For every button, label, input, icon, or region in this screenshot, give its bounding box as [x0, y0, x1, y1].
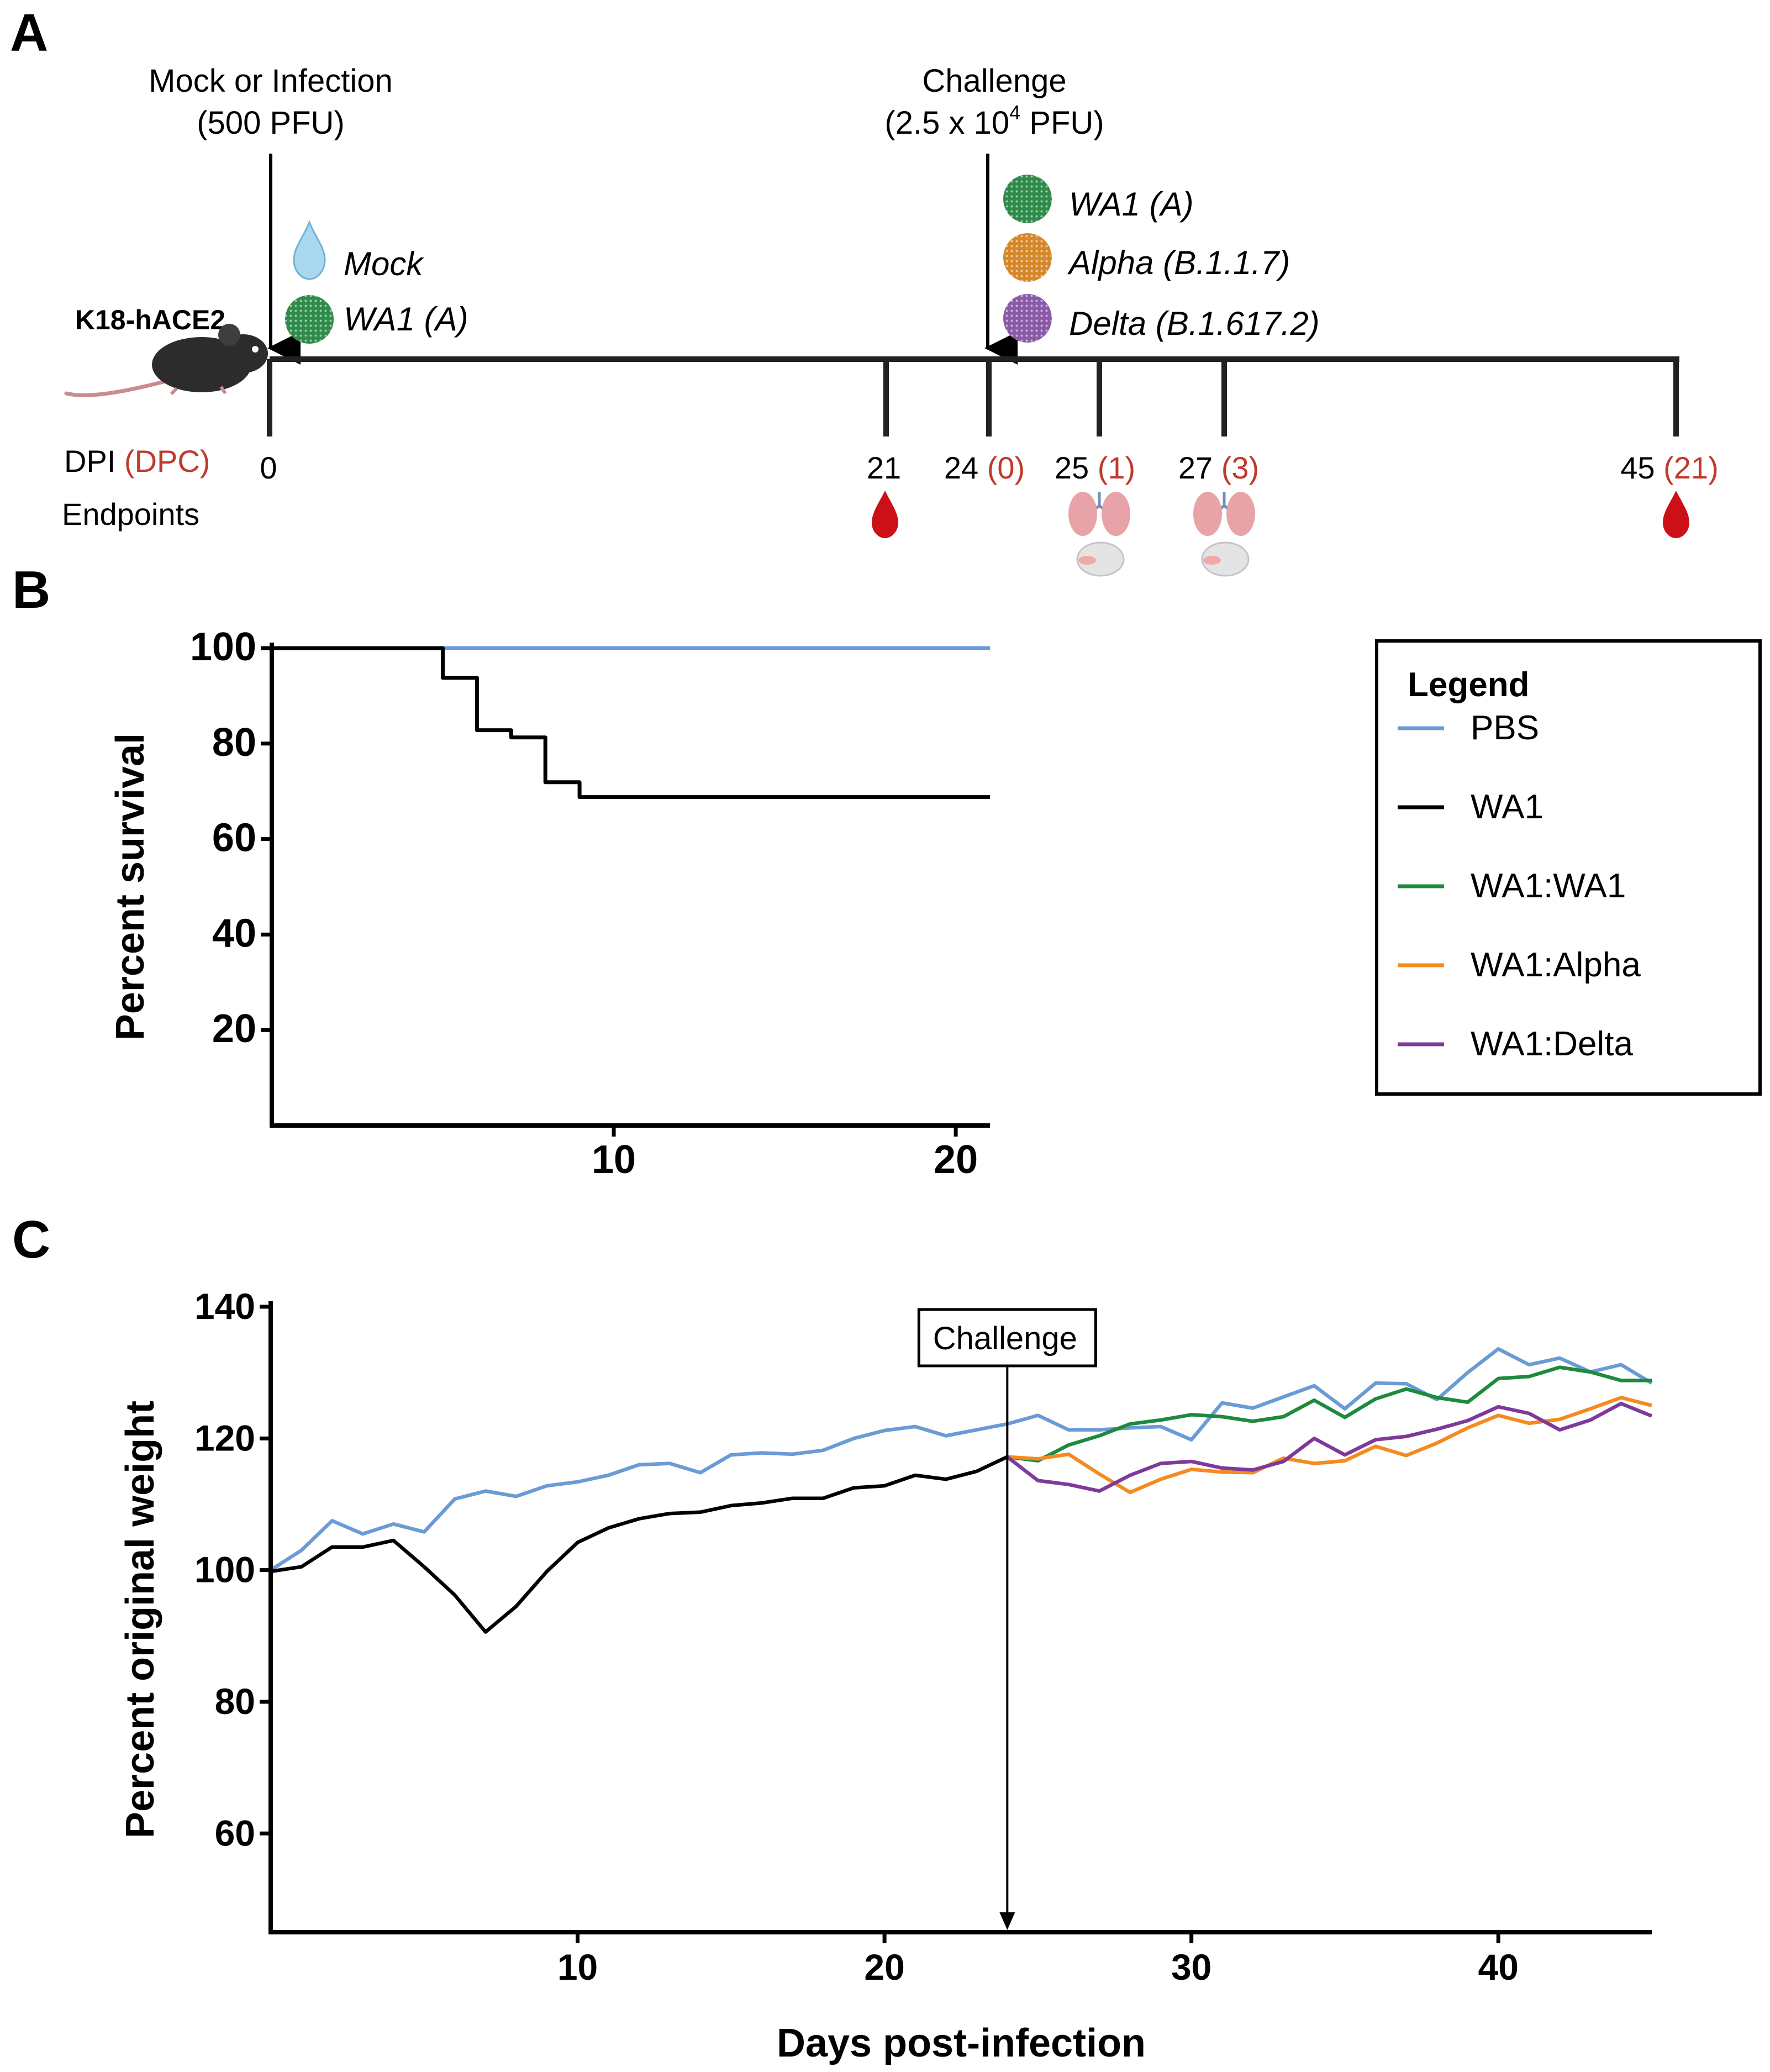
legend-item: WA1:WA1 — [1398, 867, 1626, 905]
mock-label: Mock — [344, 245, 424, 282]
x-tick-label: 20 — [934, 1138, 978, 1182]
tick-label-0: 0 — [260, 450, 277, 485]
tick-label-25: 25 (1) — [1055, 450, 1135, 485]
y-tick-label: 60 — [215, 1812, 255, 1853]
y-tick-label: 100 — [194, 1549, 255, 1590]
y-tick-label: 40 — [212, 911, 256, 955]
infection-dose: (500 PFU) — [197, 105, 345, 141]
challenge-alpha-item: Alpha (B.1.1.7) — [1003, 233, 1290, 282]
legend-label: WA1:WA1 — [1471, 867, 1626, 905]
challenge-alpha-label: Alpha (B.1.1.7) — [1067, 244, 1290, 281]
challenge-box — [917, 1308, 1097, 1368]
challenge-annotation-label: Challenge — [933, 1321, 1077, 1356]
weight-chart: 60 80 100 120 140 10 20 30 40 Percent original we… — [118, 1286, 1653, 2065]
legend-item: PBS — [1398, 709, 1539, 747]
mouse-label: K18-hACE2 — [75, 304, 225, 335]
y-tick-label: 80 — [215, 1681, 255, 1722]
y-axis-label: Percent original weight — [118, 1401, 162, 1838]
challenge-wa1-label: WA1 (A) — [1069, 186, 1194, 223]
lung-icon — [1193, 492, 1255, 536]
wa1-infection-label: WA1 (A) — [344, 301, 468, 338]
mouse-icon — [64, 324, 268, 397]
challenge-annotation: Challenge — [917, 1308, 1097, 1930]
x-tick-label: 10 — [592, 1138, 636, 1182]
mouse-head-icon — [1076, 541, 1125, 577]
blood-drop-icon — [872, 491, 898, 538]
panel-b: B 20 40 60 80 100 10 20 Percent survival — [12, 560, 990, 1182]
challenge-wa1-item: WA1 (A) — [1003, 175, 1194, 223]
panel-c-letter: C — [12, 1210, 50, 1269]
challenge-arrow-head — [999, 1912, 1015, 1930]
legend-title: Legend — [1408, 666, 1529, 704]
wa1-infection-item: WA1 (A) — [285, 295, 468, 344]
lung-icon — [1068, 492, 1130, 536]
panel-a-letter: A — [10, 3, 48, 62]
legend-item: WA1 — [1398, 788, 1544, 826]
legend-label: WA1 — [1471, 788, 1544, 826]
legend-item: WA1:Delta — [1398, 1025, 1634, 1063]
y-tick-label: 80 — [212, 721, 256, 765]
endpoints-label: Endpoints — [62, 497, 199, 532]
y-tick-label: 140 — [194, 1286, 255, 1327]
challenge-delta-label: Delta (B.1.617.2) — [1069, 305, 1320, 342]
y-tick-label: 120 — [194, 1417, 255, 1458]
x-tick-label: 10 — [557, 1947, 598, 1987]
tick-label-27: 27 (3) — [1178, 450, 1259, 485]
droplet-icon — [293, 219, 326, 280]
y-tick-label: 20 — [212, 1007, 256, 1051]
legend-items: PBS WA1 WA1:WA1 WA1:Alpha WA1:Delta — [1398, 709, 1641, 1063]
y-tick-label: 100 — [190, 625, 256, 669]
dpi-dpc-label: DPI (DPC) — [64, 444, 210, 478]
x-tick-label: 30 — [1171, 1947, 1211, 1987]
mock-item: Mock — [293, 219, 424, 282]
series-wa1-delta-line — [1006, 1401, 1653, 1493]
legend-item: WA1:Alpha — [1398, 946, 1641, 984]
series-wa1-line — [272, 646, 990, 800]
x-tick-label: 40 — [1478, 1947, 1519, 1987]
series-wa1-line — [270, 1455, 1008, 1634]
legend: Legend PBS WA1 WA1:WA1 WA1:Alpha WA1:Delta — [1375, 639, 1762, 1096]
blood-drop-icon — [1663, 491, 1689, 538]
y-axis-label: Percent survival — [108, 733, 152, 1040]
legend-label: WA1:Alpha — [1471, 946, 1641, 984]
legend-label: PBS — [1471, 709, 1539, 747]
panel-c: C 60 80 100 120 140 10 20 30 40 Percent original … — [12, 1210, 1653, 2065]
tick-label-45: 45 (21) — [1620, 450, 1718, 485]
legend-label: WA1:Delta — [1471, 1025, 1634, 1063]
tick-label-24: 24 (0) — [944, 450, 1025, 485]
challenge-delta-item: Delta (B.1.617.2) — [1003, 294, 1320, 343]
panel-a: A Mock or Infection (500 PFU) Challenge … — [10, 3, 1719, 577]
challenge-dose: (2.5 x 104 PFU) — [884, 101, 1104, 141]
mouse-head-icon — [1201, 541, 1250, 577]
tick-label-21: 21 — [867, 450, 901, 485]
legend-box — [1375, 639, 1762, 1096]
series-pbs-line — [270, 1347, 1653, 1572]
panel-b-letter: B — [12, 560, 50, 619]
x-axis-label: Days post-infection — [777, 2021, 1146, 2065]
challenge-label: Challenge — [922, 63, 1066, 99]
y-tick-label: 60 — [212, 816, 256, 860]
survival-chart: 20 40 60 80 100 10 20 Percent survival — [108, 625, 990, 1182]
series-wa1-wa1-line — [1007, 1365, 1652, 1463]
infection-label: Mock or Infection — [149, 63, 393, 99]
x-tick-label: 20 — [864, 1947, 904, 1987]
